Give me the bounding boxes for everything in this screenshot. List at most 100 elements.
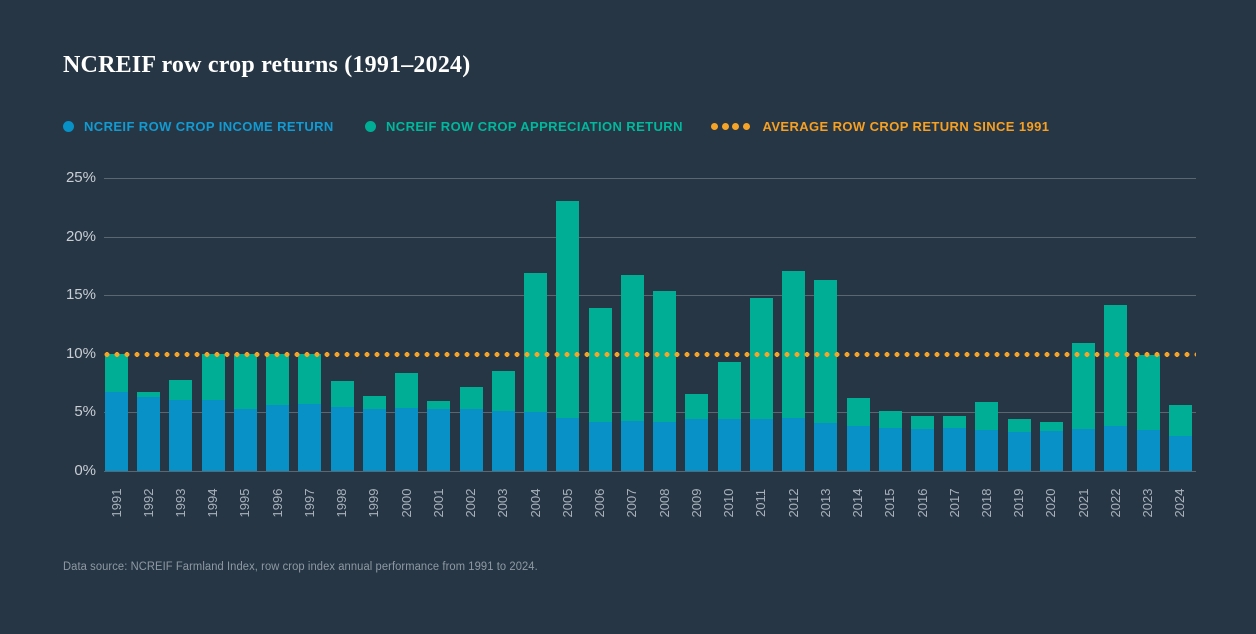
- y-tick-label-15: 15%: [65, 286, 96, 304]
- year-label-1998: 1998: [334, 488, 350, 518]
- year-label-1994: 1994: [205, 488, 221, 518]
- average-dotted-line-icon: [711, 123, 750, 130]
- bar-2020-appreciation: [1039, 421, 1063, 432]
- data-source-footnote: Data source: NCREIF Farmland Index, row …: [63, 561, 538, 573]
- income-legend-dot-icon: [63, 121, 74, 132]
- legend-income-label: NCREIF ROW CROP INCOME RETURN: [84, 119, 334, 134]
- bar-2005-income: [556, 418, 580, 471]
- year-label-1996: 1996: [269, 488, 285, 518]
- bar-2006-income: [588, 421, 612, 471]
- year-label-2009: 2009: [688, 488, 704, 518]
- year-label-2003: 2003: [495, 488, 511, 518]
- year-label-2010: 2010: [721, 488, 737, 518]
- year-label-2015: 2015: [882, 488, 898, 518]
- bar-2010-income: [717, 419, 741, 471]
- bar-2012-income: [782, 418, 806, 471]
- year-label-2024: 2024: [1172, 488, 1188, 518]
- bar-2014-income: [846, 426, 870, 471]
- bar-2022-appreciation: [1104, 304, 1128, 427]
- bar-1997-appreciation: [298, 353, 322, 405]
- bar-2020-income: [1039, 431, 1063, 471]
- bar-2013-appreciation: [814, 279, 838, 423]
- bar-2000-appreciation: [395, 372, 419, 408]
- bar-2007-appreciation: [620, 275, 644, 421]
- year-label-1999: 1999: [366, 488, 382, 518]
- bar-2024-income: [1168, 435, 1192, 471]
- bar-2005-appreciation: [556, 201, 580, 419]
- bar-2012-appreciation: [782, 270, 806, 419]
- year-label-2018: 2018: [978, 488, 994, 518]
- legend-appreciation-label: NCREIF ROW CROP APPRECIATION RETURN: [386, 119, 683, 134]
- year-label-2016: 2016: [914, 488, 930, 518]
- bar-2021-income: [1072, 428, 1096, 471]
- bar-2016-income: [911, 428, 934, 471]
- bar-1993-income: [169, 399, 193, 471]
- year-label-1992: 1992: [140, 488, 156, 518]
- bar-2024-appreciation: [1168, 405, 1192, 436]
- bar-2013-income: [814, 422, 838, 471]
- year-label-2007: 2007: [624, 488, 640, 518]
- bar-2023-appreciation: [1136, 354, 1160, 430]
- bar-1995-income: [233, 408, 257, 471]
- bar-2009-income: [685, 419, 709, 471]
- year-label-1993: 1993: [172, 488, 188, 518]
- legend-average-label: AVERAGE ROW CROP RETURN SINCE 1991: [762, 119, 1050, 134]
- year-label-2001: 2001: [430, 488, 446, 518]
- year-label-2023: 2023: [1140, 488, 1156, 518]
- bar-2015-income: [878, 427, 902, 471]
- year-label-2020: 2020: [1043, 488, 1059, 518]
- bar-2017-appreciation: [943, 415, 967, 428]
- bar-2011-appreciation: [749, 297, 773, 420]
- y-tick-label-5: 5%: [74, 403, 96, 421]
- year-label-1991: 1991: [108, 488, 124, 518]
- year-label-1997: 1997: [301, 488, 317, 518]
- bar-2015-appreciation: [878, 411, 902, 428]
- grid-line-5: [104, 412, 1196, 414]
- bar-2014-appreciation: [846, 398, 870, 427]
- year-label-2000: 2000: [398, 488, 414, 518]
- bar-2001-appreciation: [427, 400, 451, 409]
- bar-2019-appreciation: [1007, 419, 1031, 433]
- average-return-line: [102, 351, 1196, 357]
- bar-1999-appreciation: [362, 395, 386, 409]
- bar-2003-appreciation: [491, 371, 515, 412]
- bar-1993-appreciation: [169, 379, 193, 400]
- bar-2004-appreciation: [524, 272, 548, 413]
- bar-2019-income: [1007, 432, 1031, 471]
- legend-item-average: AVERAGE ROW CROP RETURN SINCE 1991: [711, 119, 1049, 134]
- bar-2018-income: [975, 429, 999, 471]
- bar-2021-appreciation: [1072, 343, 1096, 429]
- bar-2002-appreciation: [459, 386, 483, 409]
- y-tick-label-0: 0%: [74, 462, 96, 479]
- bar-1995-appreciation: [233, 353, 257, 409]
- year-label-2012: 2012: [785, 488, 801, 518]
- bar-1992-income: [137, 397, 161, 471]
- legend-item-income: NCREIF ROW CROP INCOME RETURN: [63, 119, 334, 134]
- year-label-1995: 1995: [237, 488, 253, 518]
- year-label-2019: 2019: [1011, 488, 1027, 518]
- bar-1998-income: [330, 406, 354, 471]
- bar-2011-income: [749, 419, 773, 471]
- bar-1991-appreciation: [105, 353, 128, 393]
- year-label-2011: 2011: [753, 489, 769, 517]
- bar-1994-income: [201, 399, 225, 471]
- chart-title: NCREIF row crop returns (1991–2024): [63, 52, 471, 78]
- year-label-2005: 2005: [559, 488, 575, 518]
- year-label-2013: 2013: [817, 488, 833, 518]
- bar-2009-appreciation: [685, 393, 709, 420]
- bar-1996-income: [266, 405, 290, 471]
- year-label-2017: 2017: [946, 488, 962, 518]
- bar-2018-appreciation: [975, 401, 999, 430]
- bar-2016-appreciation: [911, 415, 934, 429]
- year-label-2006: 2006: [592, 488, 608, 518]
- year-label-2022: 2022: [1107, 488, 1123, 518]
- bar-2001-income: [427, 408, 451, 471]
- year-label-2014: 2014: [850, 488, 866, 518]
- bar-1999-income: [362, 408, 386, 471]
- legend-item-appreciation: NCREIF ROW CROP APPRECIATION RETURN: [365, 119, 683, 134]
- bar-1992-appreciation: [137, 392, 161, 398]
- grid-line-0: [104, 471, 1196, 472]
- grid-line-20: [104, 236, 1196, 238]
